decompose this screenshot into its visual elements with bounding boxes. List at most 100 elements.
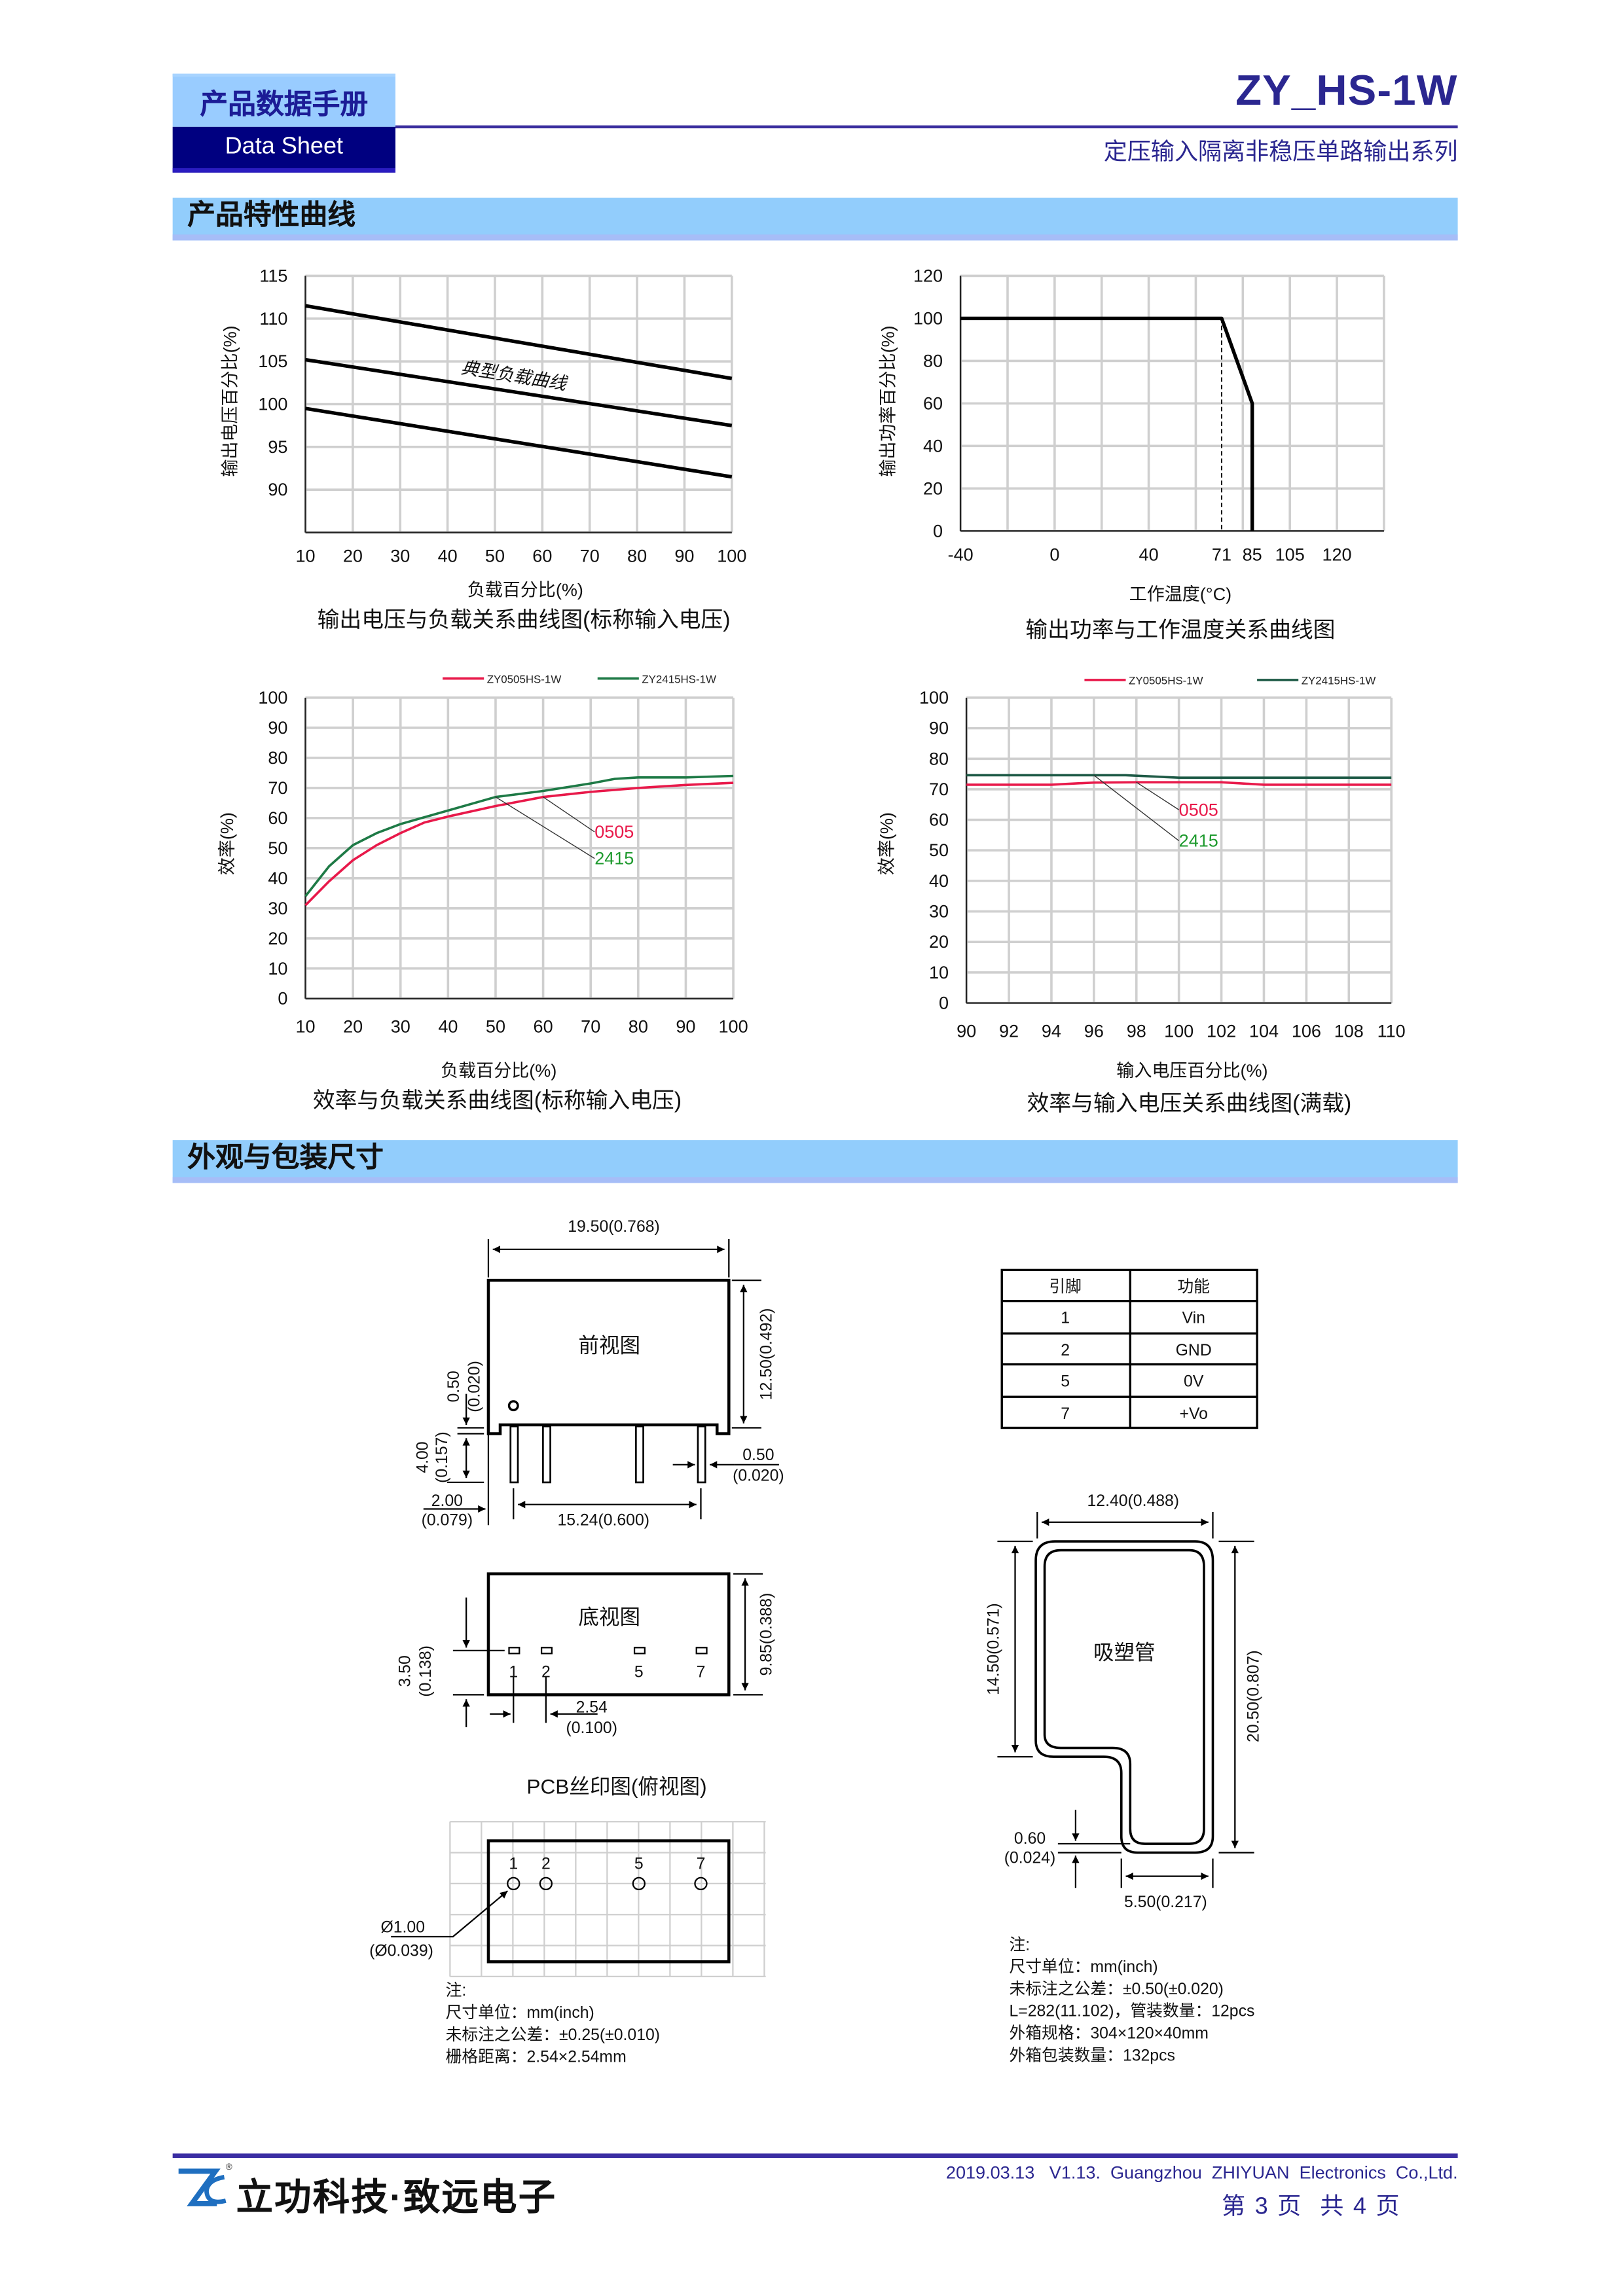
y-tick-label: 60 xyxy=(929,810,949,830)
chart0-xlabel: 负载百分比(%) xyxy=(467,580,583,600)
tube-width: 12.40(0.488) xyxy=(1087,1492,1180,1510)
x-tick-label: 70 xyxy=(581,1017,600,1037)
x-tick-label: 100 xyxy=(719,1017,748,1037)
legend-label: ZY2415HS-1W xyxy=(1302,675,1376,687)
pin-7 xyxy=(697,1425,706,1484)
pin-offset-in: (0.138) xyxy=(417,1645,435,1697)
tube-wall-mm: 0.60 xyxy=(1014,1830,1046,1848)
y-tick-label: 100 xyxy=(258,395,287,414)
y-tick-label: 80 xyxy=(923,351,943,370)
y-tick-label: 40 xyxy=(268,869,287,888)
pin-1 xyxy=(509,1425,519,1484)
hole-2 xyxy=(539,1876,553,1891)
table-header-function: 功能 xyxy=(1177,1278,1210,1296)
chart-voltage-vs-load: 90 95 100 105 110 115 10 20 30 40 50 60 70 80 90 100 典型负… xyxy=(258,266,746,565)
pin-label-7: 7 xyxy=(697,1663,706,1681)
zlg-logo: ® xyxy=(178,2162,232,2206)
hole-5 xyxy=(632,1876,646,1891)
chart0-title: 输出电压与负载关系曲线图(标称输入电压) xyxy=(318,607,731,632)
x-tick-label: 96 xyxy=(1084,1021,1104,1041)
chart-power-vs-temperature: 0 20 40 60 80 100 120 -40 0 40 71 85 105 120 xyxy=(913,266,1385,564)
x-tick-label: 94 xyxy=(1042,1021,1061,1041)
x-tick-label: 71 xyxy=(1212,545,1231,564)
chart3-xlabel: 输入电压百分比(%) xyxy=(1116,1061,1267,1081)
annotation-label-0505: 0505 xyxy=(594,822,634,842)
pin-length-in: (0.157) xyxy=(433,1431,451,1483)
bottom-view-title: 底视图 xyxy=(578,1605,640,1628)
x-tick-label: 108 xyxy=(1334,1021,1364,1041)
y-tick-label: 105 xyxy=(258,351,287,371)
pcb-pin-7: 7 xyxy=(697,1855,706,1873)
chart1-ylabel: 输出功率百分比(%) xyxy=(879,325,898,476)
x-tick-label: 105 xyxy=(1275,545,1305,564)
x-tick-label: 40 xyxy=(1139,545,1159,564)
x-tick-label: 40 xyxy=(438,547,458,566)
x-tick-label: 85 xyxy=(1243,545,1262,564)
x-tick-label: 110 xyxy=(1377,1021,1406,1041)
y-tick-label: 90 xyxy=(929,719,949,738)
section-dimensions: 外观与包装尺寸 xyxy=(172,1140,1458,1183)
pin-offset-mm: 3.50 xyxy=(397,1655,414,1687)
y-tick-label: 80 xyxy=(268,748,287,768)
tube-note: 未标注之公差：±0.50(±0.020) xyxy=(1009,1980,1223,1998)
x-tick-label: 90 xyxy=(676,1017,695,1037)
y-tick-label: 30 xyxy=(268,899,287,918)
table-cell: 7 xyxy=(1061,1405,1070,1423)
x-tick-label: 40 xyxy=(438,1017,458,1037)
pin-length-mm: 4.00 xyxy=(414,1441,432,1473)
y-tick-label: 20 xyxy=(923,478,943,498)
y-tick-label: 30 xyxy=(929,902,949,922)
pitch-mm: 2.54 xyxy=(576,1698,608,1716)
legend-label: ZY0505HS-1W xyxy=(1129,675,1203,687)
x-tick-label: 60 xyxy=(534,1017,553,1037)
pin-2 xyxy=(541,1425,551,1484)
x-tick-label: 100 xyxy=(1164,1021,1194,1041)
x-tick-label: 98 xyxy=(1127,1021,1146,1041)
front-view-labels: 前视图 19.50(0.768) 12.50(0.492) 0.50 (0.02… xyxy=(414,1218,784,1529)
x-tick-label: 104 xyxy=(1249,1021,1279,1041)
product-series: 定压输入隔离非稳压单路输出系列 xyxy=(1103,140,1458,166)
series-line-2 xyxy=(305,357,733,427)
product-title: ZY_HS-1W xyxy=(1235,67,1458,115)
tube-note: L=282(11.102)，管装数量：12pcs xyxy=(1009,2002,1254,2020)
tube-wall-in: (0.024) xyxy=(1004,1849,1056,1867)
table-cell: GND xyxy=(1176,1342,1212,1359)
x-tick-label: 60 xyxy=(532,547,552,566)
annotation-leader xyxy=(1136,781,1180,810)
x-tick-label: 90 xyxy=(674,547,694,566)
annotation-leader xyxy=(1093,774,1180,842)
front-view-title: 前视图 xyxy=(578,1334,640,1357)
x-tick-label: 80 xyxy=(629,1017,648,1037)
tube-note: 外箱包装数量：132pcs xyxy=(1009,2046,1175,2064)
y-tick-label: 70 xyxy=(268,778,287,798)
width-label: 19.50(0.768) xyxy=(568,1218,660,1236)
hole-mm: Ø1.00 xyxy=(380,1918,425,1936)
x-tick-label: 30 xyxy=(391,1017,410,1037)
y-tick-label: 20 xyxy=(268,929,287,948)
chart-efficiency-vs-input: 0 10 20 30 40 50 60 70 80 90 100 90 92 94 96 98 100 102 10… xyxy=(919,675,1406,1041)
page-number: 第 3 页 共 4 页 xyxy=(1222,2195,1400,2220)
hole-in: (Ø0.039) xyxy=(369,1942,433,1960)
chart-efficiency-vs-load: 0 10 20 30 40 50 60 70 80 90 100 10 20 30 40 50 60 70 80 90… xyxy=(258,673,748,1036)
pin1-marker xyxy=(507,1400,519,1412)
pcb-note: 注: xyxy=(446,1981,467,2000)
y-tick-label: 60 xyxy=(268,808,287,828)
pcb-note: 栅格距离：2.54×2.54mm xyxy=(446,2048,627,2066)
x-tick-label: 0 xyxy=(1049,545,1059,564)
x-tick-label: 70 xyxy=(580,547,600,566)
height-label: 12.50(0.492) xyxy=(758,1308,776,1401)
pcb-grid xyxy=(449,1821,766,1978)
pin-label-5: 5 xyxy=(634,1663,644,1681)
x-tick-label: 50 xyxy=(485,547,505,566)
x-tick-label: -40 xyxy=(948,545,974,564)
tube-note: 注: xyxy=(1009,1935,1030,1954)
edge-pin-in: (0.079) xyxy=(422,1511,473,1529)
y-tick-label: 10 xyxy=(929,963,949,982)
y-tick-label: 50 xyxy=(929,840,949,860)
front-view-drawing xyxy=(423,1239,779,1526)
x-tick-label: 10 xyxy=(295,547,315,566)
x-tick-label: 50 xyxy=(486,1017,505,1037)
header-divider xyxy=(395,125,1458,129)
tube-outer xyxy=(1034,1540,1214,1854)
